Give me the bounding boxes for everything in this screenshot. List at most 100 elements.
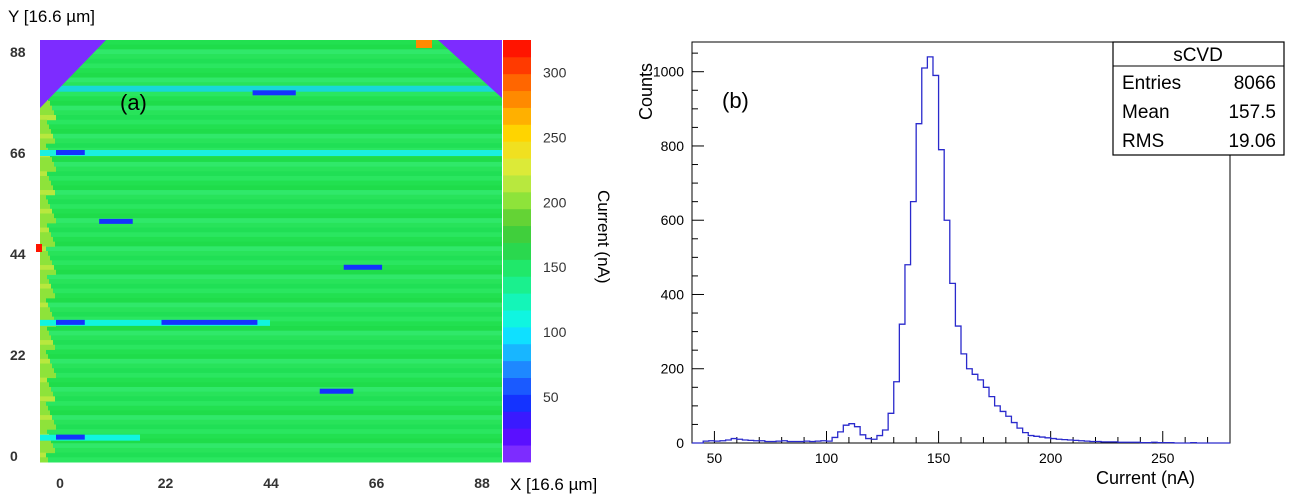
heatmap-x-tick-label: 44: [263, 475, 279, 491]
colorbar-segment: [503, 293, 531, 311]
heatmap-cells: [36, 40, 502, 463]
colorbar-segment: [503, 56, 531, 75]
heatmap-edge-cell: [40, 340, 53, 346]
heatmap-y-tick-label: 22: [10, 347, 26, 363]
heatmap-row: [40, 302, 502, 308]
heatmap-row: [40, 391, 502, 397]
stats-mean-label: Mean: [1122, 102, 1170, 123]
heatmap-row: [40, 269, 502, 275]
heatmap-edge-cell: [40, 401, 46, 407]
colorbar-ticks: 50 100 150 200 250 300: [543, 64, 567, 405]
heatmap-edge-cell: [40, 218, 56, 224]
heatmap-row: [40, 54, 502, 60]
histogram-x-ticks: 50 100 150 200 250: [691, 431, 1231, 466]
heatmap-edge-cell: [40, 429, 47, 435]
heatmap-edge-cell: [40, 175, 49, 182]
heatmap-row: [40, 316, 502, 322]
heatmap-edge-cell: [40, 326, 47, 332]
panel-label-a: (a): [120, 90, 147, 115]
heatmap-row: [40, 246, 502, 252]
heatmap-row: [40, 297, 502, 304]
heatmap-edge-cell: [40, 166, 56, 172]
heatmap-row: [40, 180, 502, 186]
colorbar-segment: [503, 276, 531, 294]
heatmap-row: [40, 166, 502, 172]
heatmap-row: [40, 232, 502, 238]
heatmap-edge-cell: [40, 386, 51, 393]
heatmap-dead-corner-right: [438, 40, 502, 98]
colorbar-segment: [503, 124, 531, 142]
heatmap-row: [40, 82, 502, 88]
heatmap-dead-segment: [319, 388, 354, 394]
heatmap-dead-segment: [343, 264, 383, 270]
heatmap-row: [40, 368, 502, 374]
heatmap-edge-cell: [40, 119, 47, 125]
heatmap-edge-cell: [40, 316, 54, 322]
heatmap-y-tick-label: 44: [10, 246, 26, 262]
heatmap-row: [40, 63, 502, 69]
heatmap-low-band: [40, 434, 140, 441]
colorbar-tick-label: 250: [543, 129, 567, 145]
heatmap-row: [40, 49, 502, 55]
heatmap-row: [40, 358, 502, 365]
heatmap-edge-cell: [40, 110, 54, 116]
heatmap-row: [40, 349, 502, 355]
heatmap-y-tick-label: 66: [10, 145, 26, 161]
colorbar-segment: [503, 175, 531, 193]
heatmap-row: [40, 330, 502, 336]
heatmap-edge-cell: [40, 457, 48, 463]
heatmap-row: [40, 194, 502, 200]
heatmap-row: [40, 293, 502, 299]
heatmap-edge-cell: [40, 330, 49, 336]
heatmap-row: [40, 96, 502, 102]
heatmap-edge-cell: [40, 410, 50, 416]
heatmap-edge-cell: [40, 452, 46, 458]
heatmap-dead-segment: [56, 319, 85, 325]
heatmap-edge-cell: [40, 368, 54, 374]
heatmap-row: [40, 433, 502, 440]
histogram-x-tick-label: 200: [1039, 450, 1063, 466]
heatmap-edge-cell: [40, 115, 56, 121]
heatmap-edge-cell: [40, 354, 48, 360]
heatmap-x-tick-label: 22: [158, 475, 174, 491]
heatmap-row: [40, 68, 502, 74]
heatmap-edge-cell: [40, 415, 52, 421]
heatmap-edge-cell: [40, 447, 55, 454]
heatmap-row: [40, 452, 502, 458]
heatmap-edge-cell: [40, 307, 50, 313]
heatmap-row: [40, 175, 502, 182]
heatmap-row: [40, 274, 502, 280]
histogram-y-tick-label: 200: [661, 361, 685, 377]
heatmap-row: [40, 236, 502, 243]
colorbar-segment: [503, 225, 531, 243]
heatmap-xlabel: X [16.6 µm]: [510, 475, 597, 494]
heatmap-x-ticks: 0 22 44 66 88: [56, 475, 490, 491]
heatmap-edge-cell: [40, 194, 46, 200]
heatmap-edge-cell: [40, 213, 54, 219]
heatmap-row: [40, 457, 502, 463]
heatmap-row: [40, 386, 502, 393]
heatmap-edge-cell: [40, 171, 47, 177]
heatmap-row: [40, 354, 502, 360]
heatmap-edge-cell: [40, 443, 53, 449]
stats-rms-value: 19.06: [1228, 131, 1276, 152]
heatmap-edge-cell: [40, 260, 52, 266]
heatmap-row: [40, 124, 502, 130]
heatmap-row: [40, 208, 502, 214]
heatmap-edge-cell: [40, 283, 51, 290]
heatmap-edge-cell: [40, 311, 52, 318]
heatmap-edge-cell: [40, 288, 53, 294]
heatmap-row: [40, 161, 502, 168]
heatmap-dead-segment: [56, 150, 85, 155]
heatmap-row: [40, 377, 502, 383]
heatmap-edge-cell: [40, 241, 55, 247]
colorbar-segment: [503, 259, 531, 277]
heatmap-edge-cell: [40, 199, 48, 205]
heatmap-row: [40, 157, 502, 163]
heatmap-row: [40, 213, 502, 219]
heatmap-edge-cell: [40, 396, 55, 402]
heatmap-edge-cell: [40, 377, 47, 383]
colorbar-segment: [503, 242, 531, 260]
colorbar-tick-label: 150: [543, 259, 567, 275]
